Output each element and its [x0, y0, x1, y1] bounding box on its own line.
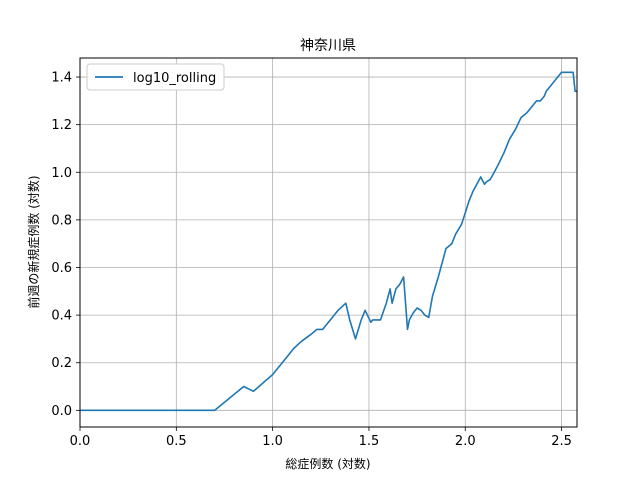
y-tick-label: 1.0 [51, 166, 72, 181]
y-tick-label: 0.2 [51, 356, 72, 371]
axes: 0.0 0.5 1.0 1.5 2.0 2.5 0.0 0.2 0.4 0.6 0.8 1.0 1.2 1… [51, 71, 572, 449]
x-tick-label: 0.0 [70, 434, 91, 449]
grid [79, 58, 577, 427]
y-tick-label: 0.6 [51, 261, 72, 276]
series-lines [80, 71, 577, 412]
plot-frame [79, 57, 578, 428]
x-axis-label: 総症例数 (対数) [285, 456, 370, 471]
series-line-log10_rolling [80, 71, 577, 412]
x-tick-label: 2.5 [551, 434, 572, 449]
y-axis-label: 前週の新規症例数 (対数) [26, 175, 41, 308]
x-tick-label: 1.5 [359, 434, 380, 449]
y-tick-label: 1.4 [51, 71, 72, 86]
y-tick-label: 0.0 [51, 404, 72, 419]
legend-box [86, 63, 225, 91]
x-tick-label: 2.0 [455, 434, 476, 449]
y-tick-label: 1.2 [51, 118, 72, 133]
legend-label: log10_rolling [133, 71, 216, 86]
y-tick-label: 0.4 [51, 309, 72, 324]
x-tick-label: 0.5 [166, 434, 187, 449]
legend: log10_rolling [86, 63, 225, 91]
x-tick-label: 1.0 [262, 434, 283, 449]
y-tick-label: 0.8 [51, 213, 72, 228]
chart-title: 神奈川県 [300, 38, 356, 54]
